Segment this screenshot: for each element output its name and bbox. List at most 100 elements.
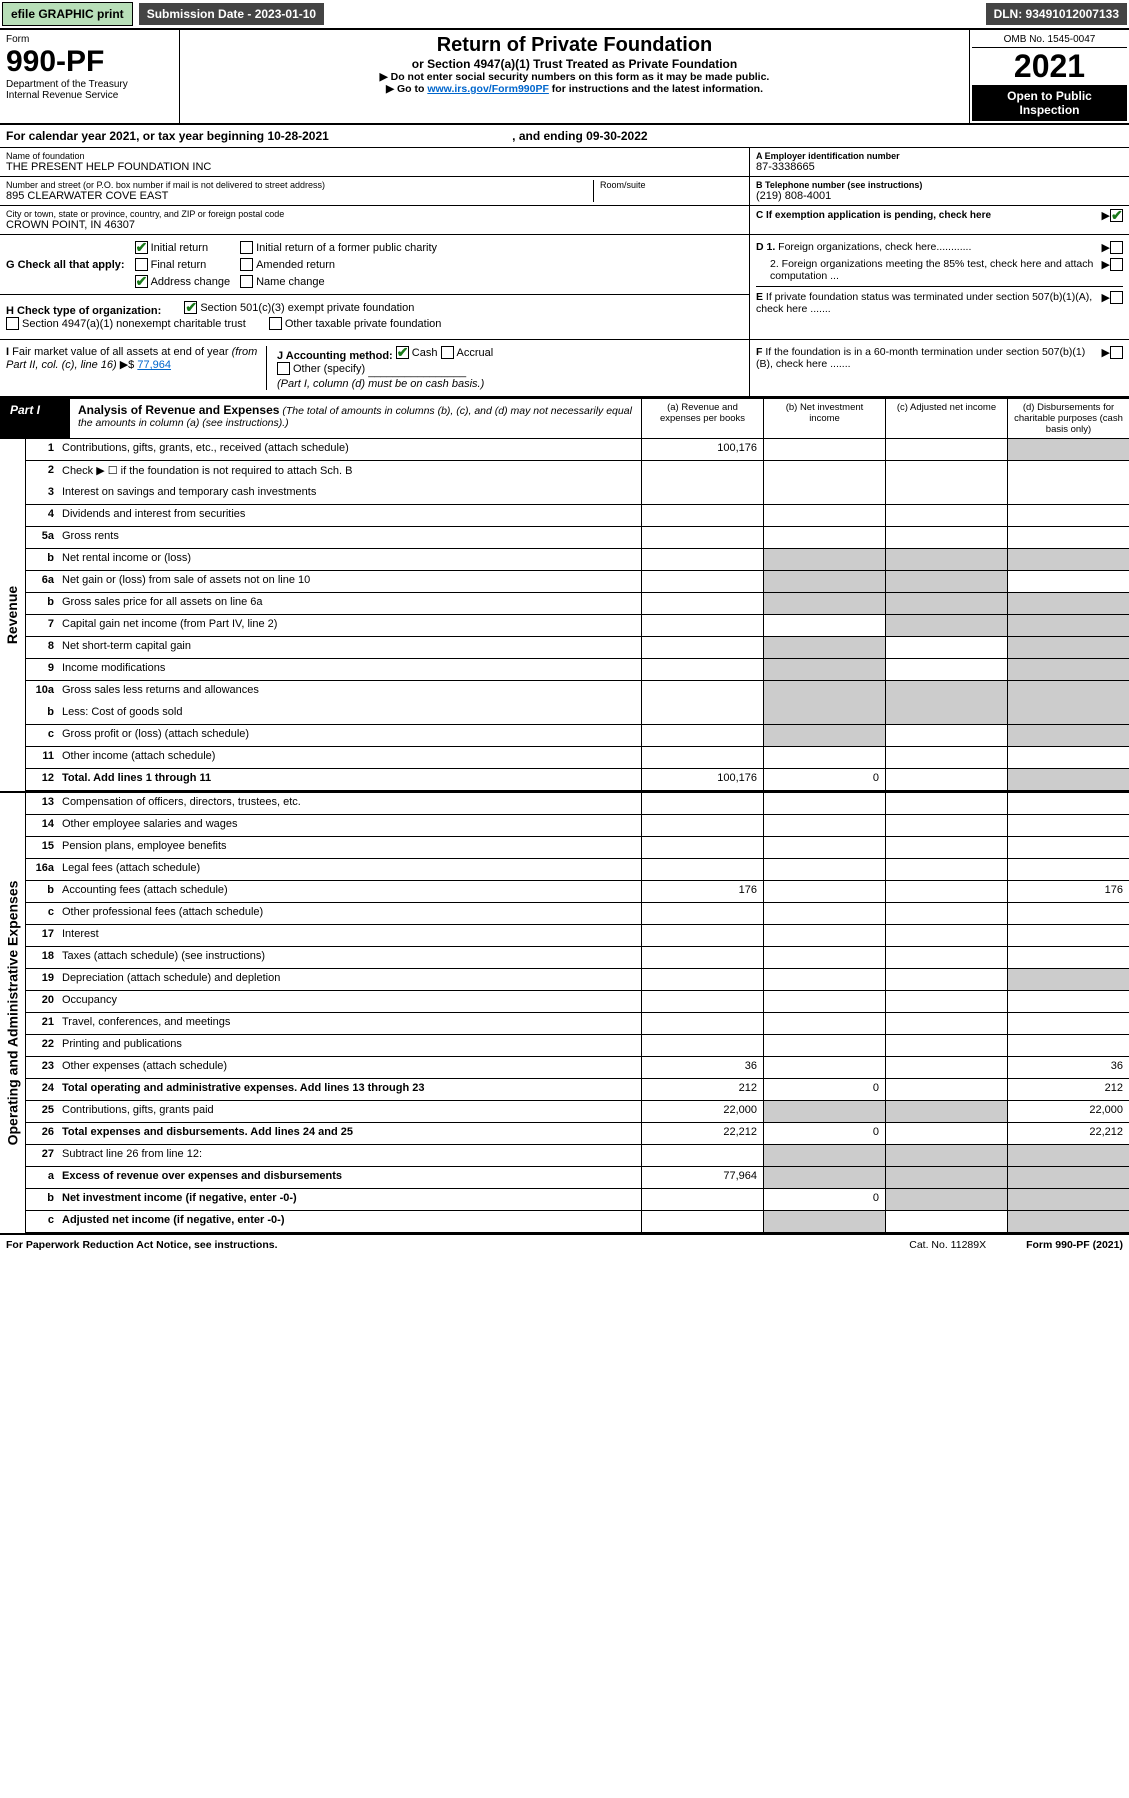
h-other-checkbox[interactable] [269,317,282,330]
row-label: Accounting fees (attach schedule) [58,881,641,902]
row-number: 18 [26,947,58,968]
col-c-value [885,1211,1007,1232]
g-former-label: Initial return of a former public charit… [256,242,437,254]
g-former-checkbox[interactable] [240,241,253,254]
table-row: 23Other expenses (attach schedule)3636 [26,1057,1129,1079]
col-b-value [763,571,885,592]
g-amended-checkbox[interactable] [240,258,253,271]
col-c-value [885,1145,1007,1166]
arrow-icon: ▶ [1102,291,1110,304]
row-number: 5a [26,527,58,548]
cal-year-end: , and ending 09-30-2022 [512,129,647,143]
efile-print-button[interactable]: efile GRAPHIC print [2,2,133,26]
col-a-value: 100,176 [641,439,763,460]
expenses-side-label: Operating and Administrative Expenses [0,793,26,1233]
col-c-value [885,881,1007,902]
col-c-value [885,461,1007,483]
table-row: cAdjusted net income (if negative, enter… [26,1211,1129,1233]
col-a-value [641,815,763,836]
fmv-link[interactable]: 77,964 [137,359,171,371]
col-a-value [641,593,763,614]
col-c-header: (c) Adjusted net income [885,399,1007,438]
col-d-value: 22,000 [1007,1101,1129,1122]
j-other-label: Other (specify) [293,363,365,375]
d2-checkbox[interactable] [1110,258,1123,271]
col-c-value [885,615,1007,636]
cal-year-begin: For calendar year 2021, or tax year begi… [6,129,329,143]
col-c-value [885,903,1007,924]
c-checkbox[interactable] [1110,209,1123,222]
table-row: 25Contributions, gifts, grants paid22,00… [26,1101,1129,1123]
row-number: 1 [26,439,58,460]
g-final-checkbox[interactable] [135,258,148,271]
col-c-value [885,659,1007,680]
col-d-value [1007,1035,1129,1056]
row-label: Income modifications [58,659,641,680]
col-c-value [885,1057,1007,1078]
col-d-value: 36 [1007,1057,1129,1078]
row-number: 12 [26,769,58,790]
note-post: for instructions and the latest informat… [549,83,763,95]
h-501c3-checkbox[interactable] [184,301,197,314]
col-d-value [1007,439,1129,460]
table-row: 18Taxes (attach schedule) (see instructi… [26,947,1129,969]
h-4947-checkbox[interactable] [6,317,19,330]
col-b-value [763,1057,885,1078]
row-number: 7 [26,615,58,636]
col-a-value [641,637,763,658]
row-number: 19 [26,969,58,990]
col-d-value [1007,925,1129,946]
h-4947-label: Section 4947(a)(1) nonexempt charitable … [22,318,246,330]
col-c-value [885,593,1007,614]
table-row: 3Interest on savings and temporary cash … [26,483,1129,505]
col-a-value: 100,176 [641,769,763,790]
col-a-value [641,1189,763,1210]
table-row: 9Income modifications [26,659,1129,681]
part-1-title: Analysis of Revenue and Expenses [78,403,279,417]
row-label: Legal fees (attach schedule) [58,859,641,880]
arrow-icon: ▶ [1102,241,1110,254]
col-a-value: 212 [641,1079,763,1100]
col-a-value [641,1035,763,1056]
j-accrual-checkbox[interactable] [441,346,454,359]
col-d-value [1007,769,1129,790]
col-a-value [641,991,763,1012]
row-label: Compensation of officers, directors, tru… [58,793,641,814]
table-row: 16aLegal fees (attach schedule) [26,859,1129,881]
col-c-value [885,793,1007,814]
col-d-value [1007,815,1129,836]
row-label: Net short-term capital gain [58,637,641,658]
irs-link[interactable]: www.irs.gov/Form990PF [427,83,549,95]
col-c-value [885,947,1007,968]
col-c-value [885,969,1007,990]
col-c-value [885,1167,1007,1188]
col-c-value [885,439,1007,460]
col-c-value [885,637,1007,658]
e-checkbox[interactable] [1110,291,1123,304]
d1-checkbox[interactable] [1110,241,1123,254]
g-initial-checkbox[interactable] [135,241,148,254]
section-h: H Check type of organization: Section 50… [0,295,749,339]
table-row: bAccounting fees (attach schedule)176176 [26,881,1129,903]
col-d-value [1007,615,1129,636]
h-label: H Check type of organization: [6,305,161,317]
j-cash-checkbox[interactable] [396,346,409,359]
table-row: aExcess of revenue over expenses and dis… [26,1167,1129,1189]
row-number: 20 [26,991,58,1012]
col-b-value [763,1145,885,1166]
row-number: 23 [26,1057,58,1078]
calendar-year-row: For calendar year 2021, or tax year begi… [0,125,1129,148]
row-number: 13 [26,793,58,814]
col-b-value [763,1167,885,1188]
col-d-value [1007,549,1129,570]
table-row: cOther professional fees (attach schedul… [26,903,1129,925]
g-name-checkbox[interactable] [240,275,253,288]
g-address-checkbox[interactable] [135,275,148,288]
col-d-value [1007,1211,1129,1232]
g-name-label: Name change [256,276,325,288]
row-number: b [26,881,58,902]
col-a-value [641,925,763,946]
j-other-checkbox[interactable] [277,362,290,375]
col-c-value [885,1123,1007,1144]
f-checkbox[interactable] [1110,346,1123,359]
